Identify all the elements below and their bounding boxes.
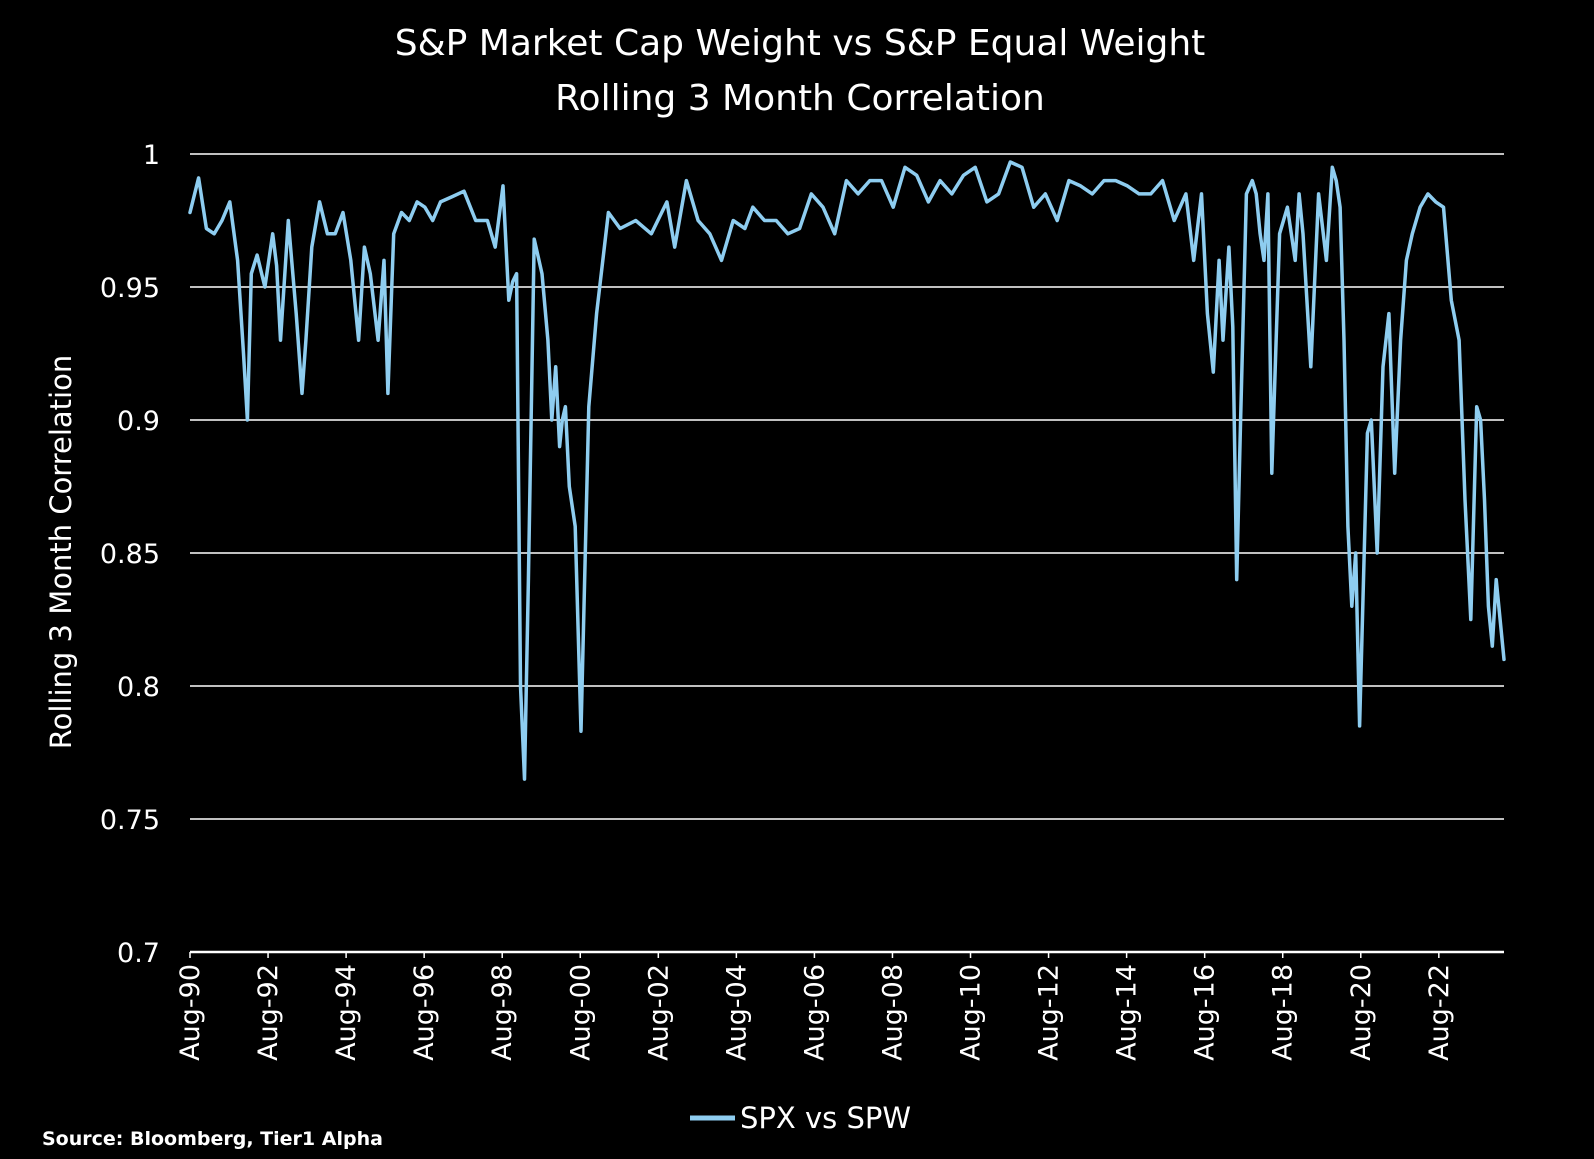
y-tick-label: 0.75: [100, 805, 160, 836]
x-tick-label: Aug-16: [1190, 964, 1221, 1061]
x-tick-label: Aug-20: [1346, 964, 1377, 1061]
x-tick-label: Aug-08: [877, 964, 908, 1061]
y-tick-label: 0.8: [117, 672, 160, 703]
x-tick-label: Aug-04: [721, 964, 752, 1061]
x-tick-label: Aug-96: [409, 964, 440, 1061]
chart-title: S&P Market Cap Weight vs S&P Equal Weigh…: [395, 23, 1206, 119]
y-tick-label: 0.7: [117, 938, 160, 969]
x-tick-label: Aug-00: [565, 964, 596, 1061]
x-tick-label: Aug-14: [1112, 964, 1143, 1061]
x-tick-label: Aug-90: [175, 964, 206, 1061]
x-tick-label: Aug-98: [487, 964, 518, 1061]
x-tick-label: Aug-94: [331, 964, 362, 1061]
x-tick-label: Aug-92: [253, 964, 284, 1061]
x-tick-label: Aug-22: [1424, 964, 1455, 1061]
x-tick-label: Aug-06: [799, 964, 830, 1061]
legend[interactable]: SPX vs SPW: [690, 1101, 911, 1135]
y-tick-label: 0.85: [100, 539, 160, 570]
y-tick-label: 1: [143, 140, 160, 171]
y-axis-label: Rolling 3 Month Correlation: [44, 355, 78, 749]
x-tick-label: Aug-02: [643, 964, 674, 1061]
gridlines: [190, 153, 1504, 954]
y-tick-label: 0.95: [100, 273, 160, 304]
x-tick-label: Aug-10: [956, 964, 987, 1061]
series-layer: [188, 160, 1506, 781]
x-axis-ticks: Aug-90 Aug-92 Aug-94 Aug-96 Aug-98 Aug-00 Aug-…: [175, 952, 1455, 1061]
chart-title-line-1: S&P Market Cap Weight vs S&P Equal Weigh…: [395, 23, 1206, 64]
series-line-0: [188, 160, 1506, 781]
chart-title-line-2: Rolling 3 Month Correlation: [555, 78, 1045, 119]
x-tick-label: Aug-18: [1268, 964, 1299, 1061]
y-tick-label: 0.9: [117, 406, 160, 437]
x-tick-label: Aug-12: [1034, 964, 1065, 1061]
legend-label: SPX vs SPW: [740, 1101, 911, 1135]
source-note: Source: Bloomberg, Tier1 Alpha: [42, 1128, 383, 1150]
y-axis-ticks: 1 0.95 0.9 0.85 0.8 0.75 0.7: [100, 140, 160, 969]
